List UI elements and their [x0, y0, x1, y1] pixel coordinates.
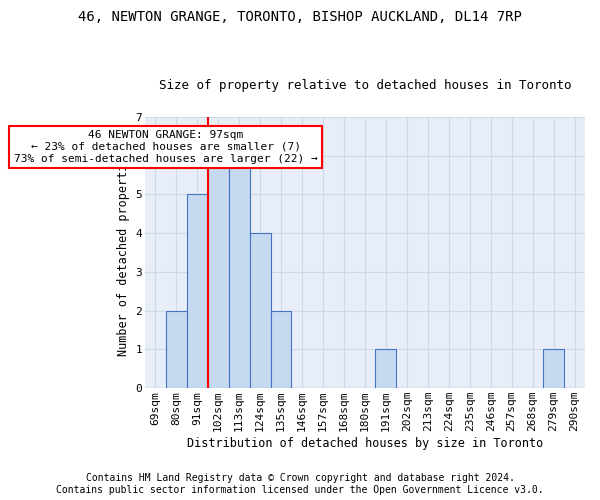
Bar: [376, 350, 397, 388]
Title: Size of property relative to detached houses in Toronto: Size of property relative to detached ho…: [158, 79, 571, 92]
Text: 46, NEWTON GRANGE, TORONTO, BISHOP AUCKLAND, DL14 7RP: 46, NEWTON GRANGE, TORONTO, BISHOP AUCKL…: [78, 10, 522, 24]
Bar: [208, 156, 229, 388]
Bar: [271, 310, 292, 388]
Bar: [187, 194, 208, 388]
Bar: [229, 156, 250, 388]
X-axis label: Distribution of detached houses by size in Toronto: Distribution of detached houses by size …: [187, 437, 543, 450]
Bar: [543, 350, 564, 388]
Text: 46 NEWTON GRANGE: 97sqm
← 23% of detached houses are smaller (7)
73% of semi-det: 46 NEWTON GRANGE: 97sqm ← 23% of detache…: [14, 130, 317, 164]
Text: Contains HM Land Registry data © Crown copyright and database right 2024.
Contai: Contains HM Land Registry data © Crown c…: [56, 474, 544, 495]
Bar: [166, 310, 187, 388]
Bar: [250, 233, 271, 388]
Y-axis label: Number of detached properties: Number of detached properties: [116, 149, 130, 356]
